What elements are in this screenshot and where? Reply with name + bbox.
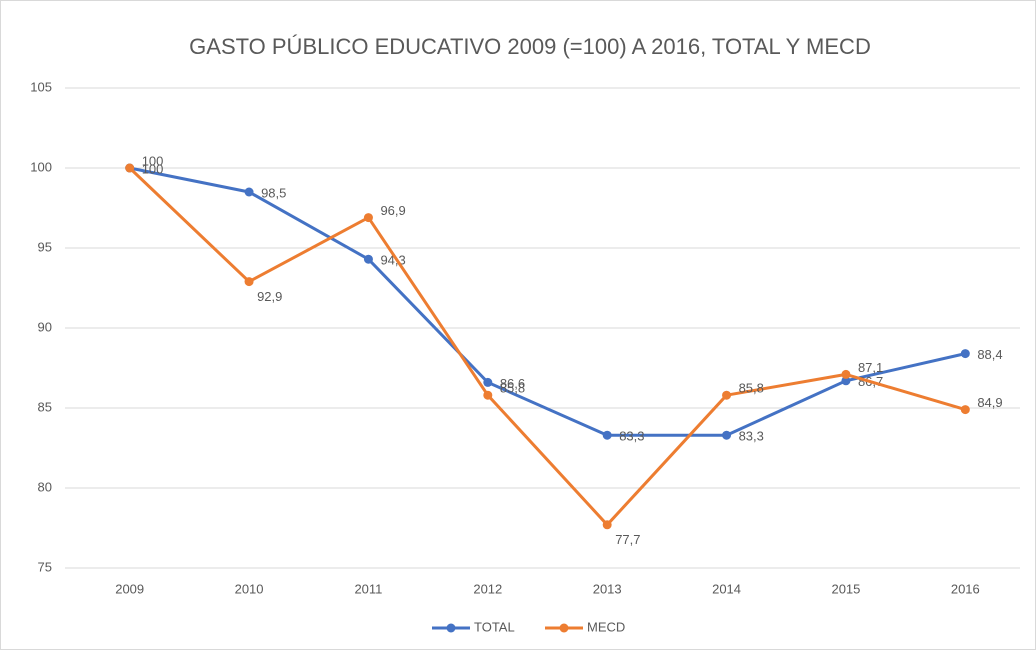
legend-label: TOTAL <box>474 619 515 634</box>
point <box>722 390 732 400</box>
point <box>244 187 254 197</box>
data-label: 87,1 <box>858 360 883 375</box>
data-label: 84,9 <box>977 395 1002 410</box>
point <box>483 377 493 387</box>
point <box>960 405 970 415</box>
x-tick-label: 2016 <box>951 581 980 596</box>
point <box>841 376 851 386</box>
data-label: 85,8 <box>739 381 764 396</box>
x-tick-label: 2013 <box>593 581 622 596</box>
x-tick-label: 2012 <box>473 581 502 596</box>
data-label: 92,9 <box>257 289 282 304</box>
point <box>602 520 612 530</box>
point <box>722 430 732 440</box>
data-label: 86,6 <box>500 376 525 391</box>
data-label: 85,8 <box>500 381 525 396</box>
point <box>125 163 135 173</box>
y-tick-label: 85 <box>38 399 52 414</box>
series-line <box>128 166 966 527</box>
point <box>602 430 612 440</box>
data-label: 88,4 <box>977 347 1002 362</box>
data-label: 83,3 <box>739 429 764 444</box>
legend-marker <box>559 623 569 633</box>
chart-title: GASTO PÚBLICO EDUCATIVO 2009 (=100) A 20… <box>189 34 871 59</box>
data-label: 83,3 <box>619 429 644 444</box>
y-tick-label: 80 <box>38 479 52 494</box>
point <box>244 277 254 287</box>
x-tick-label: 2014 <box>712 581 741 596</box>
legend-label: MECD <box>587 619 625 634</box>
data-label: 100 <box>142 153 164 168</box>
data-label: 77,7 <box>615 532 640 547</box>
point <box>841 369 851 379</box>
point <box>363 254 373 264</box>
x-tick-label: 2009 <box>115 581 144 596</box>
x-tick-label: 2011 <box>354 581 382 596</box>
data-label: 96,9 <box>380 203 405 218</box>
data-label: 98,5 <box>261 185 286 200</box>
legend-marker <box>446 623 456 633</box>
point <box>960 349 970 359</box>
point <box>363 213 373 223</box>
y-tick-label: 75 <box>38 559 52 574</box>
y-tick-label: 95 <box>38 239 52 254</box>
data-label: 100 <box>142 161 164 176</box>
x-tick-label: 2015 <box>831 581 860 596</box>
series-line <box>129 166 966 437</box>
y-tick-label: 100 <box>30 159 52 174</box>
y-tick-label: 90 <box>38 319 52 334</box>
x-tick-label: 2010 <box>235 581 264 596</box>
point <box>483 390 493 400</box>
y-tick-label: 105 <box>30 79 52 94</box>
